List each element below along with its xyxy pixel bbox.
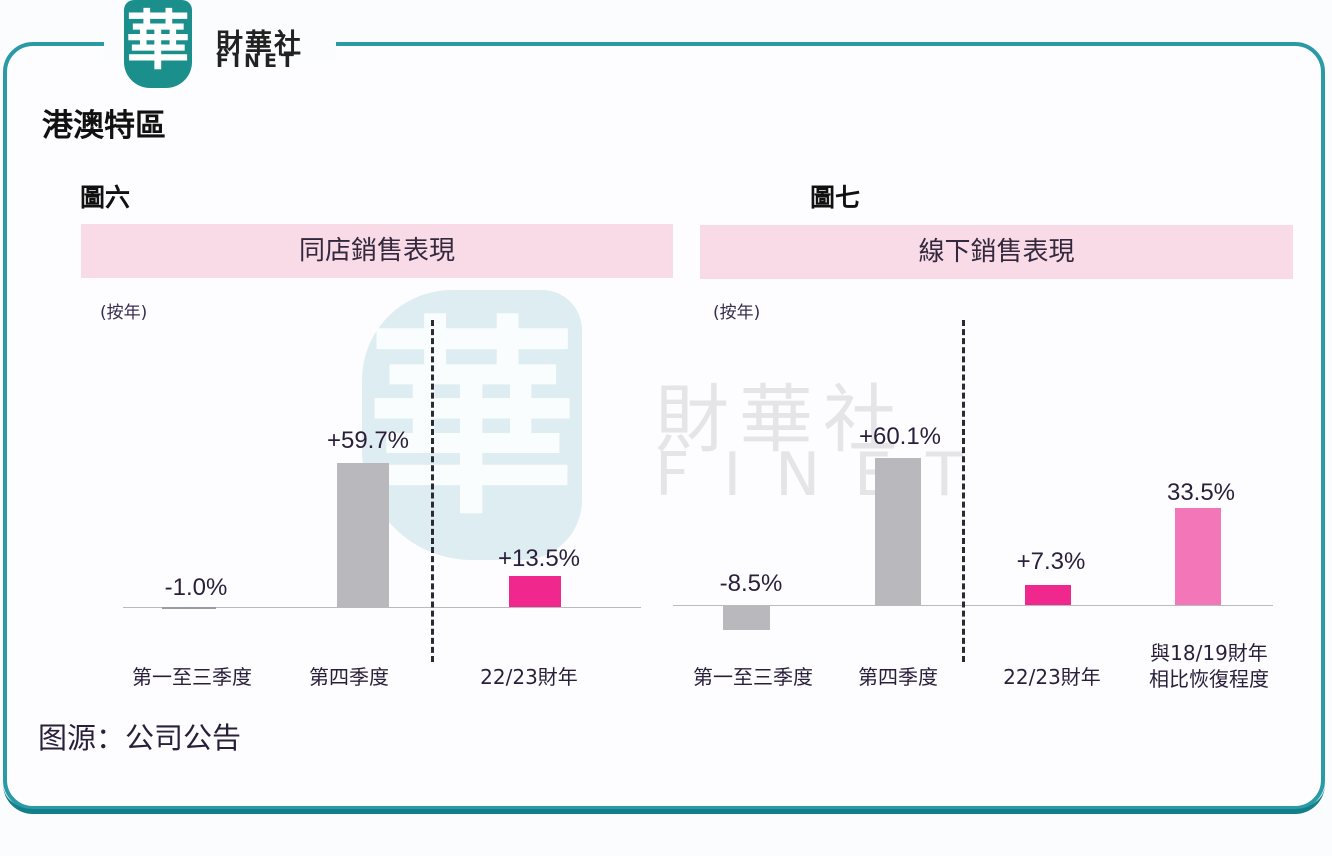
bar [875,458,921,605]
bar [509,576,561,607]
bar [1175,508,1221,605]
section-title: 港澳特區 [42,108,166,144]
content-frame [3,42,1325,810]
watermark-seal-icon: 華 [362,290,582,560]
watermark-text-cn: 財華社 [655,377,907,463]
dashed-divider [431,320,434,662]
figure-label: 圖六 [80,183,131,212]
bar [337,463,389,607]
source-caption: 图源：公司公告 [38,721,242,755]
baseline [123,607,641,608]
bar [723,606,770,630]
category-label: 22/23財年 [480,665,578,689]
category-label: 第四季度 [309,665,389,689]
category-label: 與18/19財年 相比恢復程度 [1149,641,1269,691]
brand-name-cn: 財華社 [216,29,303,60]
dashed-divider [962,320,965,662]
chart-title-banner: 線下銷售表現 [700,225,1293,279]
category-label: 第一至三季度 [132,665,252,689]
category-label: 22/23財年 [1003,665,1101,689]
finet-logo-icon: 華 [124,0,192,88]
figure-label: 圖七 [810,183,861,212]
value-label: +60.1% [858,423,942,450]
value-label: +59.7% [326,427,410,454]
value-label: -1.0% [164,574,228,601]
chart-title-banner: 同店銷售表現 [81,224,673,278]
brand-name-en: FINET [216,50,298,72]
baseline [673,605,1273,606]
value-label: +7.3% [1016,548,1086,575]
category-label: 第四季度 [858,665,938,689]
value-label: 33.5% [1166,479,1236,506]
value-label: +13.5% [497,545,581,572]
unit-label: (按年) [713,303,761,323]
unit-label: (按年) [100,303,148,323]
bar [162,607,216,609]
bar [1025,585,1071,605]
value-label: -8.5% [719,570,783,597]
category-label: 第一至三季度 [693,665,813,689]
